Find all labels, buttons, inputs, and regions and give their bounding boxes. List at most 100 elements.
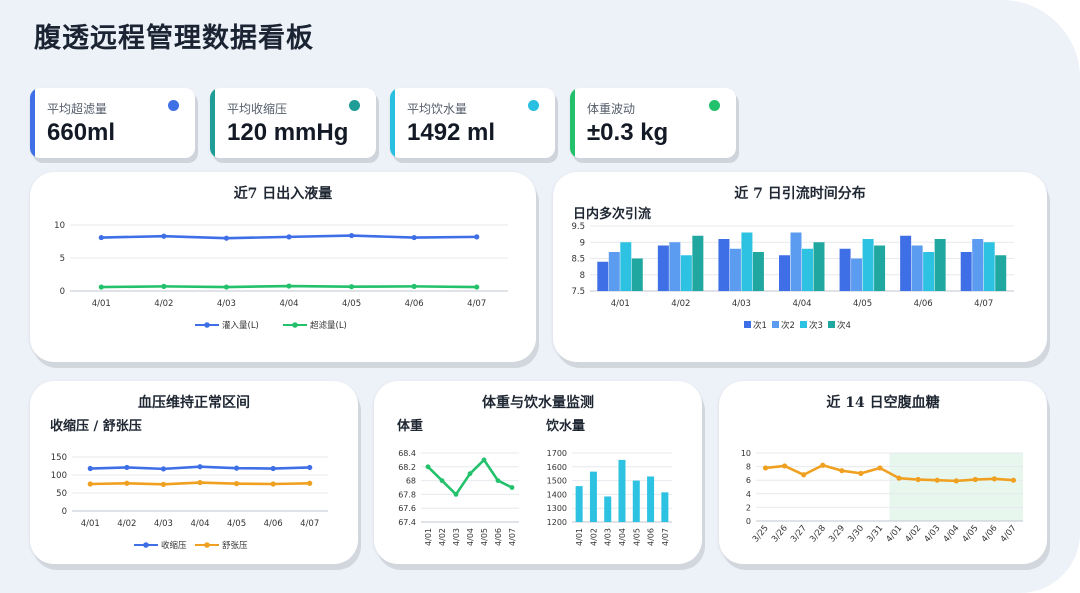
legend-label: 超滤量(L) [310, 320, 347, 331]
panel-fasting-glucose: 近 14 日空腹血糖 0 2 4 6 8 10 3/25 3/26 3/27 3/28 3/29 3/… [719, 381, 1047, 564]
y-tick-label: 0 [746, 517, 751, 526]
y-tick-label: 1700 [547, 449, 567, 458]
panel-subtitle-weight: 体重 [397, 419, 424, 434]
panel-subtitle: 收缩压 / 舒张压 [50, 419, 142, 434]
bar [575, 486, 583, 522]
chart-weight-water: 67.4 67.6 67.8 68 68.2 68.4 4/01 4/02 4/03 4/04 4/… [398, 449, 672, 546]
y-tick-label: 0 [60, 287, 65, 297]
y-tick-label: 68 [406, 477, 416, 486]
kpi-accent-bar [390, 88, 395, 158]
y-tick-label: 10 [741, 449, 751, 458]
status-dot-icon [528, 100, 539, 111]
kpi-accent-bar [30, 88, 35, 158]
bar [631, 258, 643, 291]
data-point [474, 284, 480, 290]
y-tick-label: 9.5 [571, 222, 585, 232]
bar [692, 235, 704, 291]
x-tick-label: 4/02 [589, 528, 598, 546]
y-tick-label: 1400 [547, 490, 567, 499]
kpi-label: 平均超滤量 [47, 102, 108, 116]
bar [790, 232, 802, 291]
x-tick-label: 4/07 [467, 299, 486, 309]
x-tick-label: 4/04 [466, 528, 475, 546]
x-tick-label: 4/05 [632, 528, 641, 546]
bar [729, 248, 741, 291]
data-point [411, 283, 417, 289]
data-point [161, 233, 167, 239]
data-point [858, 470, 864, 476]
x-tick-label: 3/29 [827, 524, 847, 545]
x-tick-label: 4/06 [405, 299, 424, 309]
y-tick-label: 8 [746, 463, 751, 472]
bar [657, 245, 669, 291]
data-point [934, 477, 940, 483]
data-point [307, 480, 313, 486]
bar [839, 248, 851, 291]
kpi-label: 平均饮水量 [407, 102, 468, 116]
x-tick-label: 3/28 [808, 524, 828, 545]
legend-label: 次1 [753, 320, 767, 331]
kpi-card-water-intake: 平均饮水量 1492 ml [390, 88, 555, 158]
y-tick-label: 67.8 [398, 490, 416, 499]
x-tick-label: 4/01 [575, 528, 584, 546]
kpi-value: 660ml [47, 119, 116, 146]
data-point [762, 465, 769, 471]
bar [862, 239, 874, 291]
y-tick-label: 1600 [547, 463, 567, 472]
y-tick-label: 9 [580, 238, 585, 248]
bar [589, 471, 597, 522]
status-dot-icon [168, 100, 179, 111]
x-tick-label: 4/03 [923, 524, 943, 545]
panel-drain-time: 近 7 日引流时间分布 日内多次引流 7.5 8 8.5 9 9.5 4/01 4/02 4/… [553, 172, 1047, 362]
data-point [160, 481, 167, 487]
data-point [286, 283, 292, 289]
bar [669, 242, 681, 291]
x-tick-label: 4/02 [903, 524, 923, 545]
data-point [98, 234, 104, 241]
data-point [87, 465, 93, 472]
data-point [801, 472, 807, 478]
x-tick-label: 4/06 [494, 528, 503, 546]
bar [620, 242, 632, 291]
bar [661, 492, 669, 522]
data-point [820, 462, 826, 468]
x-tick-label: 4/04 [279, 299, 298, 309]
x-tick-label: 4/07 [300, 519, 319, 529]
y-tick-label: 1200 [547, 518, 567, 527]
data-point [286, 234, 292, 240]
x-tick-label: 4/05 [961, 524, 981, 545]
panel-fluid-volume: 近7 日出入液量 0 5 10 4/01 4/02 4/03 4/04 4/05 4/06 4/0… [30, 172, 536, 362]
y-tick-label: 8.5 [571, 255, 585, 265]
data-point [270, 465, 276, 472]
page-title: 腹透远程管理数据看板 [34, 23, 314, 54]
panel-weight-water: 体重与饮水量监测 体重 饮水量 67.4 67.6 67.8 68 68.2 68.4 4/… [374, 381, 702, 564]
bar [718, 239, 730, 291]
data-point [348, 284, 355, 290]
y-tick-label: 2 [746, 503, 751, 512]
y-tick-label: 1300 [547, 504, 567, 513]
x-tick-label: 4/05 [480, 528, 489, 546]
chart-fluid-volume: 0 5 10 4/01 4/02 4/03 4/04 4/05 4/06 4/07 灌入量(L) 超滤… [54, 221, 508, 331]
data-point [915, 476, 921, 483]
legend-marker-icon [292, 322, 298, 328]
x-tick-label: 3/30 [846, 524, 866, 545]
panel-subtitle-water: 饮水量 [546, 419, 586, 434]
data-point [124, 464, 130, 471]
kpi-accent-bar [210, 88, 215, 158]
panel-title: 近7 日出入液量 [233, 186, 333, 202]
data-point [474, 234, 480, 240]
x-tick-label: 4/01 [92, 299, 111, 309]
chart-drain-time: 7.5 8 8.5 9 9.5 4/01 4/02 4/03 4/04 4/05 4/06 4/07 次… [571, 222, 1014, 331]
data-point [161, 283, 167, 289]
y-tick-label: 5 [60, 254, 65, 264]
data-point [87, 481, 93, 487]
kpi-accent-bar [570, 88, 575, 158]
x-tick-label: 4/05 [342, 299, 361, 309]
x-tick-label: 4/01 [884, 524, 904, 545]
kpi-value: 1492 ml [407, 119, 496, 146]
bar [802, 248, 813, 291]
kpi-value: 120 mmHg [227, 119, 349, 146]
kpi-card-ultrafiltration: 平均超滤量 660ml [30, 88, 195, 158]
x-tick-label: 4/07 [974, 299, 993, 309]
panel-title: 近 7 日引流时间分布 [734, 186, 866, 202]
